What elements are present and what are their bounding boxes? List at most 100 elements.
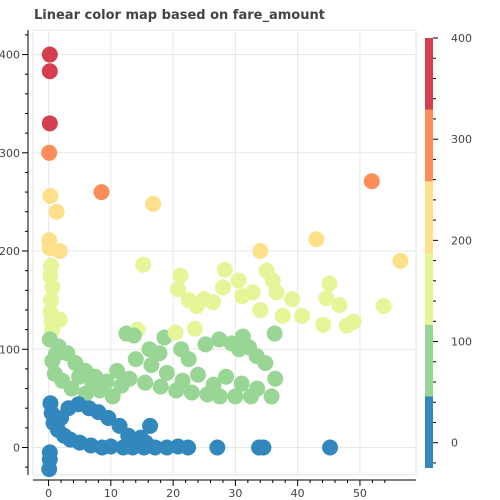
color-bar-segment xyxy=(425,38,433,110)
color-bar-tick-label: 100 xyxy=(451,336,472,349)
scatter-point xyxy=(132,429,149,446)
scatter-points xyxy=(41,46,409,478)
scatter-point xyxy=(284,291,301,308)
scatter-point xyxy=(53,410,70,427)
scatter-point xyxy=(345,313,362,330)
color-bar-segment xyxy=(425,396,433,468)
scatter-point xyxy=(41,461,58,478)
scatter-point xyxy=(230,272,247,289)
scatter-point xyxy=(142,417,159,434)
scatter-point xyxy=(127,351,144,368)
scatter-point xyxy=(102,438,119,455)
color-bar-tick-label: 400 xyxy=(451,32,472,45)
scatter-point xyxy=(42,267,59,284)
scatter-point xyxy=(331,297,348,314)
scatter-point xyxy=(125,327,142,344)
scatter-point xyxy=(375,298,392,315)
scatter-point xyxy=(121,370,138,387)
scatter-point xyxy=(252,301,269,318)
scatter-point xyxy=(211,331,228,348)
scatter-point xyxy=(267,370,284,387)
scatter-point xyxy=(257,355,274,372)
color-bar-segment xyxy=(425,324,433,397)
scatter-point xyxy=(137,374,154,391)
scatter-point xyxy=(54,372,71,389)
scatter-point xyxy=(211,388,228,405)
scatter-point xyxy=(71,368,88,385)
color-bar-segment xyxy=(425,253,433,325)
scatter-point xyxy=(170,281,187,298)
scatter-point xyxy=(109,362,126,379)
scatter-point xyxy=(274,307,291,324)
scatter-point xyxy=(48,346,65,363)
scatter-point xyxy=(42,188,59,205)
scatter-point xyxy=(186,320,203,337)
scatter-point xyxy=(111,417,128,434)
scatter-point xyxy=(268,284,285,301)
color-bar-segment xyxy=(425,109,433,182)
scatter-point xyxy=(233,375,250,392)
scatter-point xyxy=(363,173,380,190)
scatter-point xyxy=(41,63,58,80)
scatter-point xyxy=(48,203,65,220)
x-axis: 0 10 20 30 40 50 xyxy=(33,479,416,500)
scatter-point xyxy=(41,46,58,63)
x-tick-label: 20 xyxy=(166,487,180,500)
scatter-point xyxy=(321,275,338,292)
color-bar-tick-label: 0 xyxy=(451,437,458,450)
scatter-point xyxy=(318,290,335,307)
y-tick-label: 400 xyxy=(0,49,20,62)
scatter-point xyxy=(199,386,216,403)
scatter-point xyxy=(242,388,259,405)
x-tick-label: 0 xyxy=(45,487,52,500)
scatter-point xyxy=(183,384,200,401)
scatter-point xyxy=(204,294,221,311)
scatter-point xyxy=(41,115,58,132)
y-tick-label: 300 xyxy=(0,147,20,160)
scatter-point xyxy=(315,316,332,333)
scatter-point xyxy=(168,382,185,399)
x-tick-label: 50 xyxy=(353,487,367,500)
scatter-point xyxy=(190,366,207,383)
y-axis: 0 100 200 300 400 xyxy=(0,30,29,475)
color-bar: 0 100 200 300 400 xyxy=(425,32,472,468)
plot-frame xyxy=(32,29,417,476)
color-bar-tick-label: 300 xyxy=(451,133,472,146)
y-tick-label: 200 xyxy=(0,245,20,258)
x-tick-label: 30 xyxy=(228,487,242,500)
color-bar-tick-label: 200 xyxy=(451,234,472,247)
scatter-point xyxy=(322,439,339,456)
x-tick-label: 40 xyxy=(291,487,305,500)
scatter-point xyxy=(252,243,269,260)
color-bar-segment xyxy=(425,181,433,253)
scatter-point xyxy=(41,144,58,161)
scatter-point xyxy=(266,325,283,342)
scatter-point xyxy=(84,374,101,391)
scatter-point xyxy=(294,307,311,324)
scatter-point xyxy=(227,388,244,405)
scatter-point xyxy=(151,345,168,362)
scatter-point xyxy=(104,388,121,405)
scatter-point xyxy=(216,261,233,278)
x-tick-label: 10 xyxy=(104,487,118,500)
scatter-point xyxy=(158,364,175,381)
scatter-point xyxy=(44,279,61,296)
scatter-point xyxy=(172,267,189,284)
scatter-point xyxy=(308,231,325,248)
scatter-point xyxy=(152,378,169,395)
y-tick-label: 100 xyxy=(0,343,20,356)
scatter-point xyxy=(263,388,280,405)
scatter-point xyxy=(43,292,60,309)
scatter-point xyxy=(145,195,162,212)
chart-title: Linear color map based on fare_amount xyxy=(34,8,325,23)
scatter-point xyxy=(255,439,272,456)
scatter-point xyxy=(214,279,231,296)
y-tick-label: 0 xyxy=(13,441,20,454)
scatter-point xyxy=(51,243,68,260)
scatter-point xyxy=(197,336,214,353)
scatter-point xyxy=(244,284,261,301)
scatter-point xyxy=(93,184,110,201)
scatter-point xyxy=(180,351,197,368)
scatter-point xyxy=(392,252,409,269)
